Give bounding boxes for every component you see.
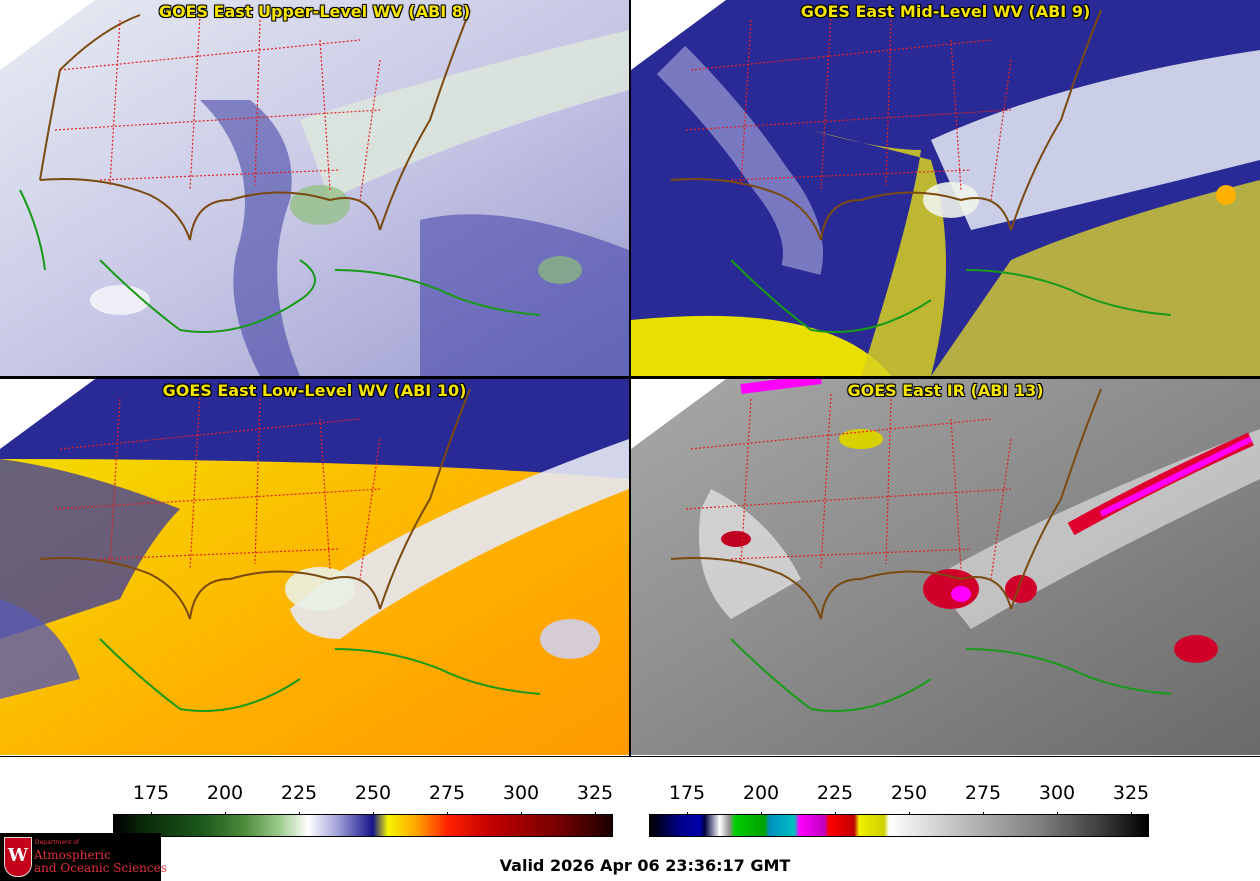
uw-crest-icon: W (4, 837, 32, 877)
wv-tick-label: 200 (206, 782, 244, 804)
wv-tick-label: 300 (502, 782, 540, 804)
ir-tick-label: 300 (1038, 782, 1076, 804)
ir-tick-label: 325 (1112, 782, 1150, 804)
panel-bottom-border (0, 756, 1260, 757)
logo-line1: Atmospheric (34, 848, 111, 862)
logo-dept: Department of (35, 839, 79, 846)
ir-tick-label: 275 (964, 782, 1002, 804)
panel-title: GOES East IR (ABI 13) (847, 381, 1044, 400)
panel-title: GOES East Upper-Level WV (ABI 8) (158, 2, 471, 21)
panel-low-level-wv: GOES East Low-Level WV (ABI 10) (0, 379, 629, 755)
upper-wv-image (0, 0, 629, 376)
panel-title: GOES East Mid-Level WV (ABI 9) (800, 2, 1091, 21)
ir-tick-label: 225 (816, 782, 854, 804)
ir-tick-label: 250 (890, 782, 928, 804)
wv-tick-label: 175 (132, 782, 170, 804)
wv-colorbar-ticks: 175 200 225 250 275 300 325 (113, 782, 614, 822)
wv-tick-label: 225 (280, 782, 318, 804)
panel-mid-level-wv: GOES East Mid-Level WV (ABI 9) (631, 0, 1260, 376)
wv-tick-label: 275 (428, 782, 466, 804)
ir-tick-label: 175 (668, 782, 706, 804)
logo-line2: and Oceanic Sciences (34, 861, 167, 875)
ir-image (631, 379, 1260, 755)
panel-title: GOES East Low-Level WV (ABI 10) (162, 381, 467, 400)
panel-upper-level-wv: GOES East Upper-Level WV (ABI 8) (0, 0, 629, 376)
wv-tick-label: 250 (354, 782, 392, 804)
valid-time: Valid 2026 Apr 06 23:36:17 GMT (499, 856, 791, 875)
panel-ir: GOES East IR (ABI 13) (631, 379, 1260, 755)
ir-colorbar-ticks: 175 200 225 250 275 300 325 (649, 782, 1150, 822)
low-wv-image (0, 379, 629, 755)
wv-colorbar (113, 814, 613, 837)
ir-colorbar (649, 814, 1149, 837)
aos-logo: W Department of Atmospheric and Oceanic … (0, 833, 167, 881)
panel-divider-horizontal (0, 376, 1260, 379)
ir-tick-label: 200 (742, 782, 780, 804)
mid-wv-image (631, 0, 1260, 376)
wv-tick-label: 325 (576, 782, 614, 804)
